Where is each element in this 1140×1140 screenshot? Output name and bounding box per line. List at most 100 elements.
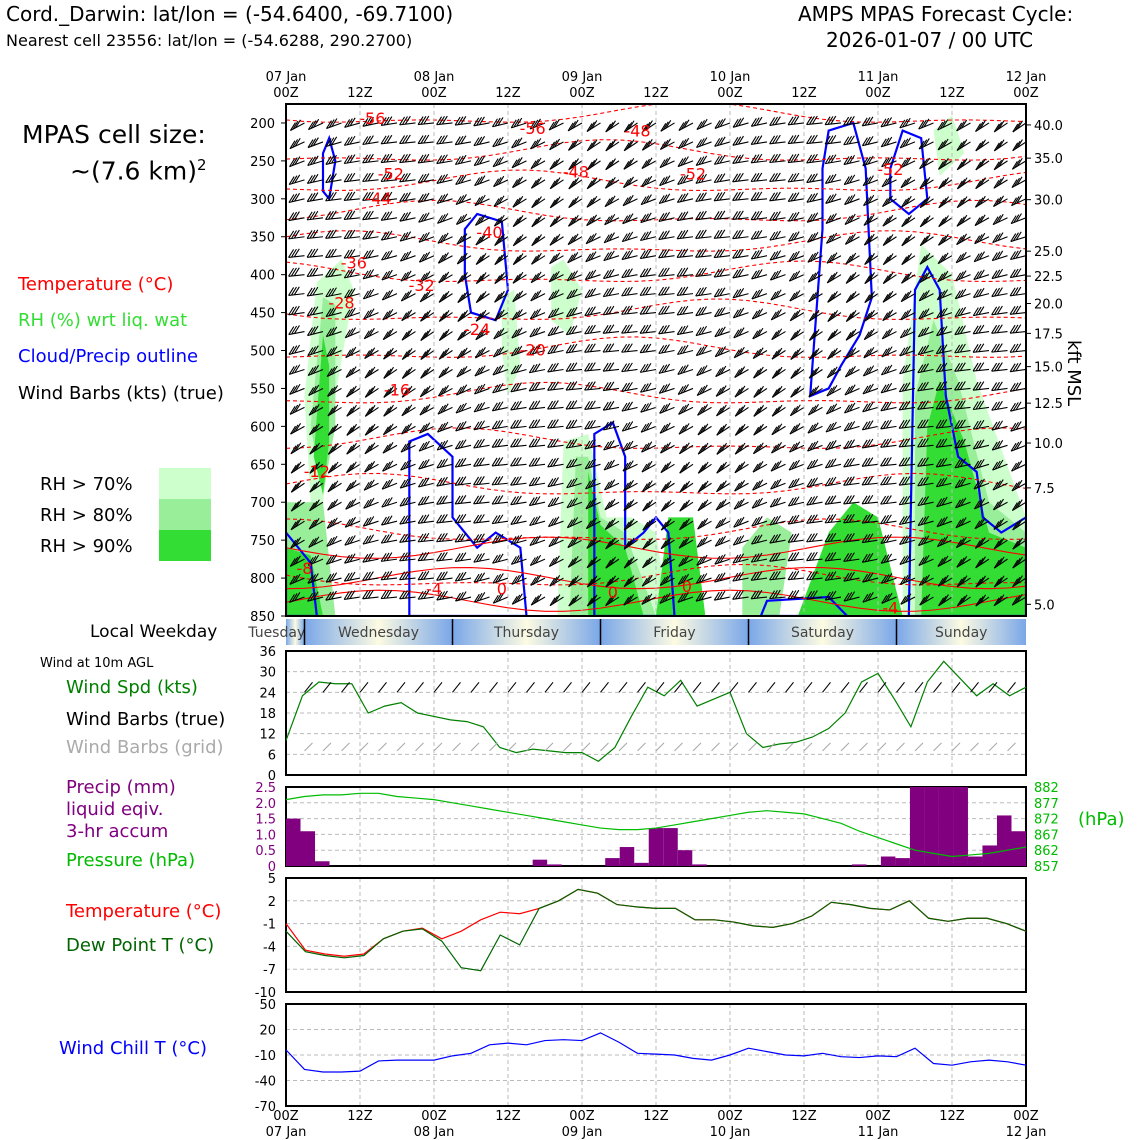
grid-wind-barb [674, 742, 683, 752]
wind-barb [714, 326, 731, 338]
precip-bar [953, 787, 968, 866]
isotherm-label: -52 [680, 165, 706, 184]
wind-barb [417, 532, 435, 543]
isotherm-label: -8 [297, 559, 313, 578]
wind-barb [863, 214, 879, 226]
wind-barb [972, 343, 990, 353]
pressure-tick-label: 850 [250, 610, 275, 625]
wind-barb [696, 554, 712, 566]
wind-barb [881, 346, 897, 358]
wind-barb [992, 213, 1008, 226]
wind-barb [898, 400, 916, 411]
wind-barb [955, 497, 971, 509]
wind-barb [787, 551, 805, 562]
wind-barb [364, 366, 379, 379]
wind-barb [307, 137, 324, 149]
wind-barb [382, 423, 398, 436]
wind-barb [732, 307, 749, 319]
wind-barb [697, 423, 712, 436]
top-hour-label: 12Z [791, 86, 817, 101]
wind-barb [362, 191, 379, 201]
wind-barb [769, 552, 786, 562]
wind-barb [769, 533, 786, 544]
wind-barb [584, 362, 601, 372]
wind-barb [677, 344, 694, 356]
wind-barb [309, 461, 324, 474]
wind-barb [290, 537, 305, 549]
wind-barb [899, 534, 916, 545]
grid-wind-barb [896, 742, 905, 752]
wind-barb [621, 421, 638, 432]
wind-barb [566, 270, 583, 282]
top-hour-label: 00Z [1013, 86, 1039, 101]
wind-barb [641, 441, 657, 453]
wind-barb [938, 594, 953, 607]
wind-barb [769, 191, 786, 202]
wind-barb [346, 423, 361, 436]
wind-barb [824, 513, 842, 524]
wind-barb [288, 229, 305, 240]
wind-barb [567, 119, 583, 132]
wind-barb [751, 308, 768, 320]
wind-barb [956, 196, 971, 209]
wind-barb [732, 571, 749, 582]
wind-barb [473, 592, 490, 603]
wind-barb [623, 120, 638, 133]
wind-barb [862, 592, 879, 603]
wind-barb [769, 250, 786, 261]
wind-barb [880, 382, 897, 394]
wind-barb [585, 251, 601, 263]
surface-wind-barb [563, 681, 572, 693]
wind-barb [898, 438, 916, 448]
wind-barb [420, 329, 435, 341]
wind-barb [364, 442, 379, 455]
wind-barb [769, 269, 786, 281]
surface-wind-barb [322, 681, 332, 693]
wind-barb [695, 591, 712, 602]
wind-barb [288, 174, 305, 186]
wind-barb [788, 231, 805, 242]
wind-barb [510, 438, 527, 448]
wind-barb [697, 499, 712, 512]
weekday-name: Saturday [791, 625, 854, 641]
wind-barb [530, 176, 546, 189]
wind-barb [975, 120, 990, 133]
wind-barb [491, 117, 509, 128]
wind-barb [566, 517, 583, 529]
wind-barb [900, 157, 916, 169]
wind-barb [808, 329, 823, 342]
kft-tick-label: 22.5 [1034, 270, 1063, 285]
wind-barb [584, 343, 601, 353]
wind-barb [640, 421, 657, 433]
weekday-name: Sunday [935, 625, 987, 641]
isotherm-solid [286, 536, 1026, 559]
wind-barb [935, 400, 953, 410]
wind-barb [307, 118, 324, 131]
wind-barb [770, 460, 786, 472]
wind-barb [845, 252, 860, 265]
bottom-hour-label: 00Z [865, 1109, 891, 1124]
wind-barb [659, 138, 675, 151]
wind-barb [713, 173, 731, 184]
surface-wind-barb [341, 681, 350, 693]
wind-barb [659, 175, 675, 187]
precip-bar [619, 847, 635, 866]
wind-barb [861, 438, 879, 449]
wind-barb [677, 364, 694, 375]
wind-barb [473, 552, 490, 563]
wind-barb [935, 362, 953, 373]
wind-barb [917, 400, 934, 410]
temperature-panel-frame [285, 877, 1027, 993]
wind-barb [844, 384, 860, 396]
wind-barb [975, 139, 990, 152]
wind-barb [456, 252, 472, 265]
wind-barb [325, 572, 342, 583]
wind-barb [567, 251, 583, 264]
label-pressure: Pressure (hPa) [66, 850, 196, 871]
wind-barb [917, 381, 934, 392]
wind-barb [787, 134, 805, 145]
isotherm-dashed [286, 139, 1026, 161]
wind-barb [900, 308, 916, 321]
wind-barb [549, 138, 564, 151]
legend-rh70: RH > 70% [40, 474, 133, 495]
